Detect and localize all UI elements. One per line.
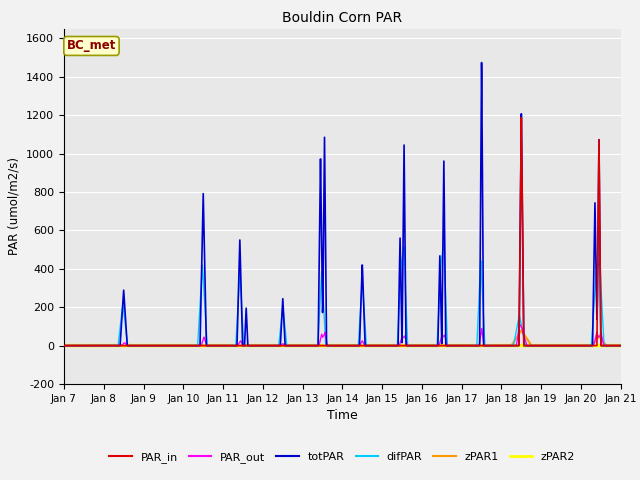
Title: Bouldin Corn PAR: Bouldin Corn PAR bbox=[282, 11, 403, 25]
Text: BC_met: BC_met bbox=[67, 39, 116, 52]
X-axis label: Time: Time bbox=[327, 409, 358, 422]
Legend: PAR_in, PAR_out, totPAR, difPAR, zPAR1, zPAR2: PAR_in, PAR_out, totPAR, difPAR, zPAR1, … bbox=[105, 447, 580, 467]
Y-axis label: PAR (umol/m2/s): PAR (umol/m2/s) bbox=[8, 157, 20, 255]
